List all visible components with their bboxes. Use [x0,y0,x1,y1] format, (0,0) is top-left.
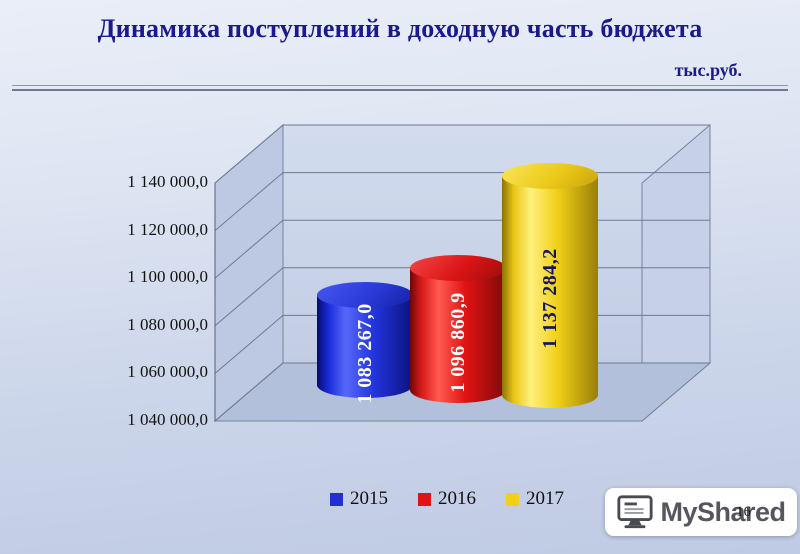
bar-2016-body [410,268,506,403]
legend-swatch-2017 [506,492,519,506]
legend-item-2015: 2015 [330,488,388,510]
legend-swatch-2016 [418,492,431,506]
bar-2015-body [317,295,413,398]
legend-label-2017: 2017 [526,488,564,509]
bar-2016-cap [410,255,506,281]
y-axis-tick-label: 1 040 000,0 [127,410,208,429]
bar-2015: 1 083 267,0 [317,282,413,411]
bar-2015-value: 1 083 267,0 [353,302,376,404]
bar-2017-body [502,176,598,408]
bar-2016: 1 096 860,9 [410,255,506,416]
bar-2017-value: 1 137 284,2 [538,248,561,349]
y-axis-tick-label: 1 060 000,0 [127,362,208,382]
y-axis-tick-label: 1 100 000,0 [127,267,208,287]
budget-revenue-chart: 1 140 000,0 1 120 000,0 1 100 000,0 1 08… [70,110,760,495]
legend-label-2016: 2016 [438,488,476,509]
unit-label: тыс.руб. [674,60,742,80]
myshared-brand-text: MyShared [660,496,786,527]
legend-label-2015: 2015 [350,488,388,509]
bar-2017: 1 137 284,2 [502,163,598,421]
page-title: Динамика поступлений в доходную часть бю… [97,14,703,43]
legend-item-2017: 2017 [506,488,564,510]
monitor-icon [617,495,654,529]
legend-swatch-2015 [330,492,343,506]
bar-2015-cap [317,282,413,308]
bar-2017-cap [502,163,598,189]
y-axis-tick-label: 1 120 000,0 [127,219,208,239]
y-axis-tick-label: 1 080 000,0 [127,314,208,334]
y-axis-tick-label: 1 140 000,0 [127,172,208,191]
myshared-watermark: MyShared [605,488,797,536]
slide-page-number: 16 [736,504,751,520]
bar-2016-value: 1 096 860,9 [446,291,469,393]
legend-item-2016: 2016 [418,488,476,510]
title-divider [12,85,788,91]
chart-legend: 2015 2016 2017 [330,488,564,510]
